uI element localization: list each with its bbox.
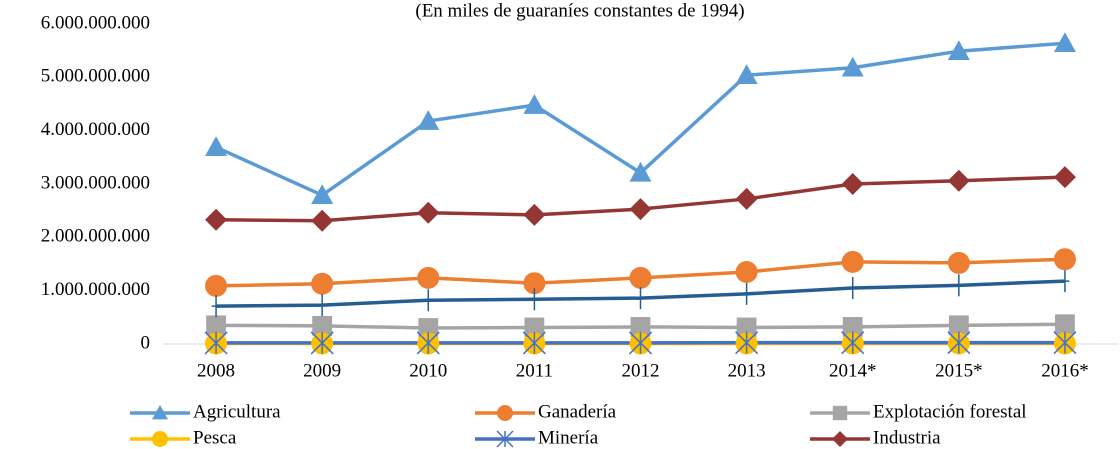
marker bbox=[832, 431, 848, 447]
y-tick-label: 5.000.000.000 bbox=[41, 66, 150, 87]
marker bbox=[841, 173, 864, 195]
x-tick-label: 2010 bbox=[409, 360, 447, 381]
marker bbox=[1053, 166, 1076, 189]
x-tick-label: 2009 bbox=[303, 360, 341, 381]
marker bbox=[152, 405, 168, 420]
marker bbox=[742, 282, 752, 305]
marker bbox=[736, 317, 757, 338]
x-tick-label: 2012 bbox=[622, 360, 660, 381]
y-tick-label: 3.000.000.000 bbox=[41, 172, 150, 193]
marker bbox=[497, 405, 513, 421]
marker bbox=[524, 317, 545, 338]
marker bbox=[204, 331, 228, 355]
y-tick-label: 1.000.000.000 bbox=[41, 279, 150, 300]
marker bbox=[152, 431, 168, 447]
marker bbox=[206, 315, 226, 336]
chart-title: (En miles de guaraníes constantes de 199… bbox=[415, 0, 744, 21]
marker bbox=[523, 94, 546, 114]
marker bbox=[1053, 32, 1076, 52]
legend-label: Agricultura bbox=[193, 401, 281, 422]
marker bbox=[1060, 270, 1070, 293]
marker bbox=[416, 331, 440, 355]
marker bbox=[954, 274, 964, 297]
marker bbox=[529, 288, 539, 311]
marker bbox=[417, 110, 440, 130]
y-tick-label: 2.000.000.000 bbox=[41, 226, 150, 247]
x-tick-label: 2016* bbox=[1041, 360, 1089, 381]
marker bbox=[947, 40, 970, 60]
marker bbox=[636, 287, 645, 310]
marker bbox=[1053, 331, 1077, 355]
marker bbox=[735, 331, 759, 355]
marker bbox=[628, 331, 653, 355]
marker bbox=[629, 161, 652, 182]
marker bbox=[312, 315, 333, 336]
marker bbox=[948, 315, 969, 336]
x-tick-label: 2011 bbox=[516, 360, 553, 381]
marker bbox=[735, 64, 758, 84]
marker bbox=[842, 317, 863, 337]
y-tick-label: 0 bbox=[141, 332, 151, 353]
legend-label: Ganadería bbox=[538, 401, 617, 422]
marker bbox=[496, 430, 514, 448]
marker bbox=[205, 136, 228, 156]
marker bbox=[211, 295, 221, 318]
x-tick-label: 2015* bbox=[935, 360, 983, 381]
marker bbox=[630, 317, 651, 337]
marker bbox=[523, 203, 546, 226]
marker bbox=[205, 274, 228, 297]
marker bbox=[417, 201, 440, 224]
x-tick-label: 2008 bbox=[197, 360, 235, 381]
legend-label: Explotación forestal bbox=[873, 401, 1027, 422]
x-tick-label: 2014* bbox=[829, 360, 877, 381]
y-tick-label: 4.000.000.000 bbox=[41, 119, 150, 140]
marker bbox=[423, 289, 433, 312]
marker bbox=[311, 184, 334, 204]
marker bbox=[735, 187, 758, 210]
marker bbox=[832, 405, 848, 421]
marker bbox=[311, 209, 334, 232]
marker bbox=[841, 250, 864, 273]
marker bbox=[841, 331, 865, 355]
marker bbox=[629, 198, 652, 221]
marker bbox=[1053, 248, 1076, 271]
marker bbox=[417, 266, 440, 289]
x-tick-label: 2013 bbox=[728, 360, 766, 381]
marker bbox=[205, 208, 228, 231]
marker bbox=[841, 56, 864, 77]
marker bbox=[947, 331, 971, 355]
marker bbox=[629, 266, 652, 289]
marker bbox=[522, 331, 546, 355]
legend-label: Industria bbox=[873, 427, 941, 448]
legend-label: Pesca bbox=[193, 427, 237, 448]
marker bbox=[418, 318, 439, 338]
marker bbox=[947, 169, 970, 192]
marker bbox=[310, 331, 334, 355]
marker bbox=[848, 277, 858, 299]
marker bbox=[311, 272, 334, 295]
y-tick-label: 6.000.000.000 bbox=[41, 12, 150, 33]
legend-label: Minería bbox=[538, 427, 599, 448]
marker bbox=[735, 261, 758, 283]
marker bbox=[1055, 314, 1075, 335]
marker bbox=[523, 272, 546, 295]
marker bbox=[317, 294, 327, 317]
marker bbox=[947, 251, 970, 274]
